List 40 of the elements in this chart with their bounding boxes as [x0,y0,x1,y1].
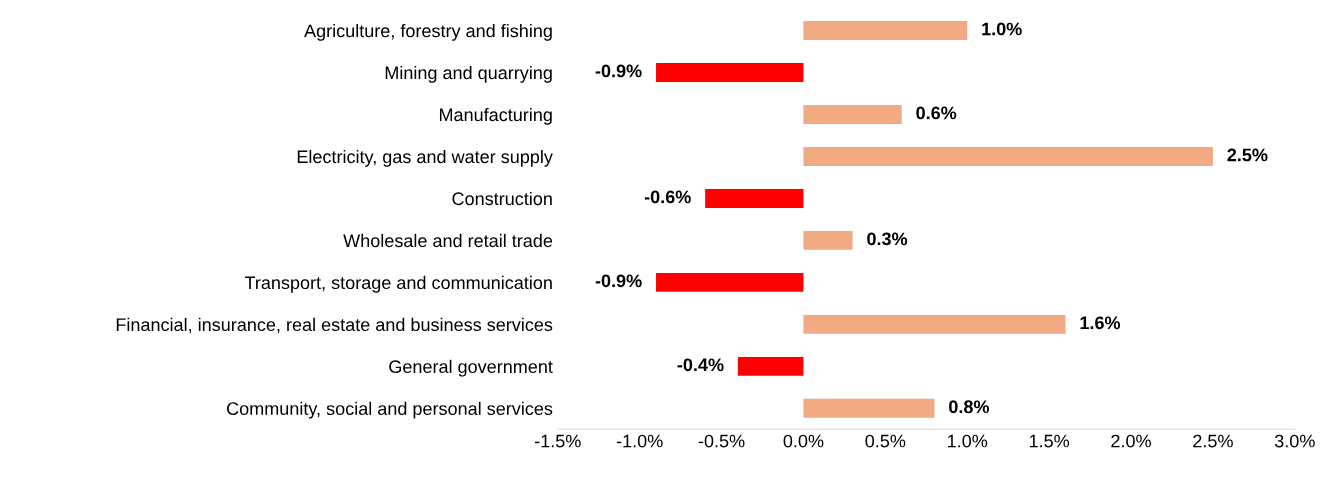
x-tick-label: 2.5% [1193,434,1233,448]
y-tick-label: Transport, storage and communication [244,275,552,293]
data-label: 1.6% [1080,316,1121,330]
bar [803,21,968,40]
y-tick-label: Wholesale and retail trade [343,233,553,248]
bar [803,314,1066,334]
bar [656,272,804,292]
bar [803,398,935,418]
y-tick-label: General government [389,359,553,377]
x-tick-label: -0.5% [698,434,745,448]
y-tick-label: Manufacturing [439,107,552,125]
y-tick-label: Community, social and personal services [227,401,553,419]
bar [705,188,804,208]
y-tick-label: Electricity, gas and water supply [297,149,553,167]
x-tick-label: 1.0% [948,434,988,448]
data-label: 1.0% [982,22,1022,36]
x-tick-label: 3.0% [1274,434,1315,448]
x-tick-label: 0.5% [865,434,906,448]
data-label: 0.3% [867,232,908,246]
data-label: 2.5% [1227,148,1268,162]
x-tick-label: 0.0% [783,434,824,448]
x-tick-label: -1.5% [534,434,581,448]
x-tick-label: 2.0% [1111,434,1151,448]
data-label: -0.9% [595,274,642,288]
data-label: -0.9% [595,64,642,78]
data-label: -0.6% [644,190,691,204]
x-tick-label: -1.0% [616,434,663,448]
bar [803,230,853,250]
bar [737,356,804,376]
data-label: 0.8% [949,400,990,414]
y-tick-label: Mining and quarrying [385,65,552,83]
bar [803,105,902,124]
data-label: 0.6% [916,106,957,120]
y-tick-label: Construction [452,191,552,206]
bar [803,147,1213,166]
y-tick-label: Financial, insurance, real estate and business services [116,317,553,334]
x-tick-label: 1.5% [1029,434,1070,448]
y-tick-label: Agriculture, forestry and fishing [304,23,552,41]
bar [656,63,804,82]
data-label: -0.4% [677,358,724,372]
